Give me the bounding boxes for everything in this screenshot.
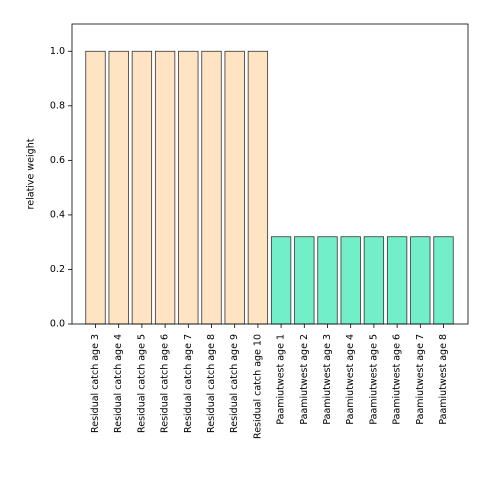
x-axis: Residual catch age 3 Residual catch age 4… (90, 324, 449, 439)
x-tick-label: Residual catch age 10 (252, 334, 263, 439)
x-tick-label: Residual catch age 9 (229, 334, 240, 433)
bar (178, 50, 199, 325)
bar (201, 50, 222, 325)
bar (131, 50, 153, 325)
bar (270, 236, 292, 325)
x-tick-label: Paamiutwest age 3 (322, 334, 333, 425)
y-tick-label: 0.2 (50, 264, 65, 275)
bar (410, 236, 431, 325)
bar (317, 236, 338, 325)
bar (247, 50, 269, 325)
y-axis: 0.0 0.2 0.4 0.6 0.8 1.0 (50, 46, 72, 330)
x-tick-label: Residual catch age 4 (113, 334, 124, 433)
bar (433, 236, 454, 325)
x-tick-label: Residual catch age 5 (136, 334, 147, 433)
x-tick-label: Paamiutwest age 7 (415, 334, 426, 425)
bar (224, 50, 245, 325)
bar (108, 50, 129, 325)
plot-frame (71, 23, 469, 325)
y-axis-label: relative weight (26, 138, 37, 209)
y-tick-label: 1.0 (50, 46, 65, 57)
bar (386, 236, 408, 325)
x-tick-label: Paamiutwest age 8 (438, 334, 449, 425)
x-tick-label: Paamiutwest age 4 (345, 334, 356, 425)
y-tick-label: 0.8 (50, 100, 65, 111)
x-tick-label: Residual catch age 3 (90, 334, 101, 433)
x-tick-label: Paamiutwest age 2 (299, 334, 310, 425)
bars-group (85, 50, 454, 325)
y-tick-label: 0.0 (50, 319, 65, 330)
x-tick-label: Paamiutwest age 6 (392, 334, 403, 425)
bar (294, 236, 315, 325)
x-tick-label: Paamiutwest age 1 (276, 334, 287, 425)
bar (154, 50, 176, 325)
x-tick-label: Paamiutwest age 5 (368, 334, 379, 425)
y-tick-label: 0.4 (50, 209, 65, 220)
x-tick-label: Residual catch age 6 (160, 334, 171, 433)
bar (340, 236, 361, 325)
bar (85, 50, 106, 325)
y-tick-label: 0.6 (50, 155, 65, 166)
bar (363, 236, 385, 325)
x-tick-label: Residual catch age 8 (206, 334, 217, 433)
x-tick-label: Residual catch age 7 (183, 334, 194, 433)
